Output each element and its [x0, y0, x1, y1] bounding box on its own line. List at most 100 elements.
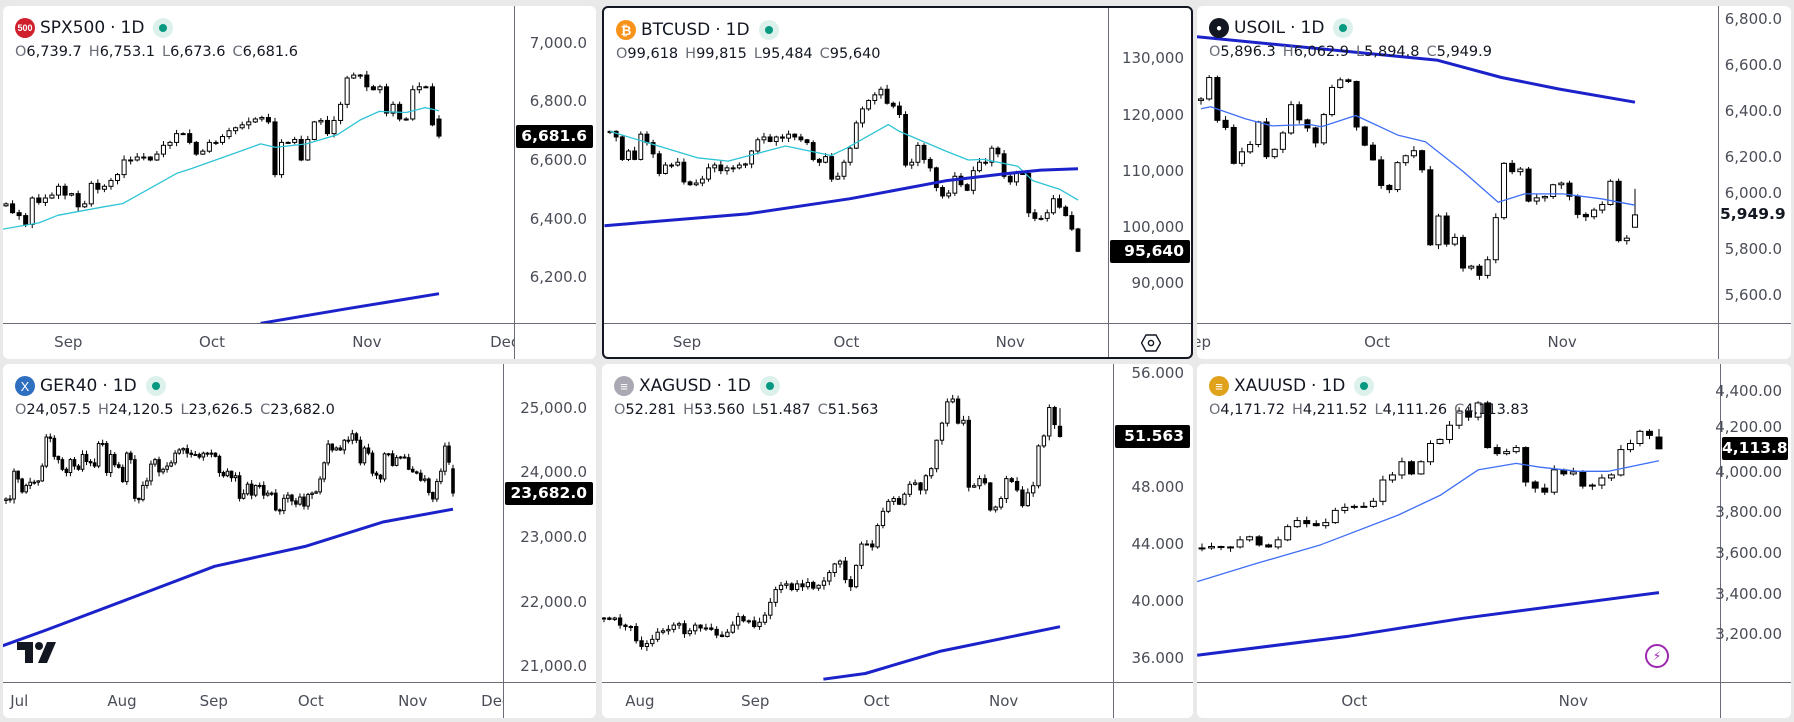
- candle: [292, 136, 298, 145]
- candle: [160, 141, 166, 158]
- chart-panel-btcusd[interactable]: ₿ BTCUSD · 1D O99,618 H99,815 L95,484 C95,640 13…: [602, 6, 1193, 359]
- candle: [200, 149, 206, 155]
- price-chart-plot[interactable]: [3, 364, 503, 682]
- candle-body: [891, 498, 896, 502]
- legend-title-row[interactable]: ≡ XAUUSD · 1D: [1209, 375, 1536, 397]
- time-axis[interactable]: Jul Aug Sep Oct Nov Dec: [3, 682, 596, 718]
- candle: [1345, 78, 1352, 84]
- candle-body: [189, 452, 194, 455]
- tradingview-logo-icon[interactable]: [17, 642, 57, 668]
- candle: [261, 481, 266, 500]
- legend-title-row[interactable]: ≡ XAGUSD · 1D: [614, 375, 886, 397]
- gold-bars-icon: ≡: [1209, 376, 1229, 396]
- price-chart-plot[interactable]: [602, 364, 1113, 682]
- market-status-badge[interactable]: [759, 376, 780, 396]
- candle-body: [1525, 168, 1532, 202]
- candle: [1443, 212, 1450, 247]
- legend-title-row[interactable]: 500 SPX500 · 1D: [15, 17, 305, 39]
- candle: [141, 153, 147, 161]
- candle: [1331, 507, 1339, 524]
- oil-drop-icon: ●: [1209, 18, 1229, 38]
- candle-body: [318, 119, 324, 123]
- price-chart-plot[interactable]: [3, 6, 514, 323]
- candle: [921, 143, 927, 164]
- candle: [1531, 480, 1539, 493]
- market-status-badge[interactable]: [1333, 18, 1354, 38]
- chart-panel-xagusd[interactable]: ≡ XAGUSD · 1D O52.281 H53.560 L51.487 C51.563 56…: [602, 364, 1193, 718]
- price-chart-plot[interactable]: [1197, 364, 1720, 682]
- spx500-logo-icon: 500: [15, 18, 35, 38]
- candle-body: [666, 628, 671, 632]
- market-status-badge[interactable]: [1354, 376, 1375, 396]
- candle: [213, 140, 219, 146]
- chart-panel-spx500[interactable]: 500 SPX500 · 1D O6,739.7 H6,753.1 L6,673.6 C6,6…: [3, 6, 596, 359]
- candle-body: [274, 492, 278, 511]
- candle-body: [32, 481, 36, 484]
- time-axis[interactable]: Sep Oct Nov: [1197, 323, 1791, 359]
- candle: [282, 494, 286, 515]
- price-chart-plot[interactable]: [1197, 6, 1718, 323]
- interval: 1D: [112, 376, 137, 396]
- candle-body: [1031, 485, 1036, 494]
- symbol-title[interactable]: SPX500 · 1D: [40, 18, 144, 38]
- market-status-badge[interactable]: [145, 376, 166, 396]
- candle: [226, 127, 232, 140]
- chart-panel-ger40[interactable]: X GER40 · 1D O24,057.5 H24,120.5 L23,626.5 C23,…: [3, 364, 596, 718]
- price-axis[interactable]: 130,000 120,000 110,000 100,000 90,000 95,640: [1108, 8, 1191, 323]
- candle: [1408, 460, 1415, 476]
- candle-body: [1227, 546, 1235, 549]
- price-tick-label: 6,200.0: [1724, 148, 1782, 167]
- legend-title-row[interactable]: X GER40 · 1D: [15, 375, 342, 397]
- chart-panel-xauusd[interactable]: ≡ XAUUSD · 1D O4,171.72 H4,211.52 L4,111.26 C4,…: [1197, 364, 1791, 718]
- chart-settings-button[interactable]: [1140, 332, 1162, 354]
- symbol-title[interactable]: BTCUSD · 1D: [641, 20, 750, 40]
- price-axis[interactable]: 56.000 48.000 44.000 40.000 36.000 51.563: [1113, 364, 1193, 682]
- time-tick-label: Aug: [107, 692, 137, 710]
- candle: [137, 497, 141, 504]
- candle: [169, 460, 173, 468]
- market-open-dot-icon: [1360, 382, 1369, 390]
- time-axis[interactable]: Oct Nov: [1197, 682, 1791, 718]
- candle-body: [306, 493, 310, 507]
- time-axis[interactable]: Sep Oct Nov Dec: [3, 323, 596, 359]
- candle-body: [1050, 198, 1056, 214]
- market-status-badge[interactable]: [758, 20, 779, 40]
- candle: [410, 466, 415, 473]
- candle-body: [108, 179, 114, 187]
- candle-body: [141, 484, 145, 501]
- symbol-title[interactable]: USOIL · 1D: [1234, 18, 1324, 38]
- candle: [623, 623, 628, 631]
- candle: [145, 477, 149, 489]
- lightning-alert-button[interactable]: ⚡: [1645, 644, 1669, 668]
- candle-body: [663, 164, 668, 174]
- symbol-title[interactable]: XAGUSD · 1D: [639, 376, 751, 396]
- candle-body: [1047, 407, 1052, 437]
- price-axis[interactable]: 25,000.0 24,000.0 23,000.0 22,000.0 21,000.0…: [503, 364, 596, 682]
- candle: [666, 625, 671, 635]
- candle-body: [934, 439, 939, 470]
- symbol-title[interactable]: XAUUSD · 1D: [1234, 376, 1345, 396]
- time-axis[interactable]: Sep Oct Nov: [604, 323, 1191, 357]
- candle: [712, 162, 718, 173]
- candle-body: [1247, 143, 1254, 153]
- symbol-title[interactable]: GER40 · 1D: [40, 376, 137, 396]
- candle: [1533, 194, 1540, 205]
- time-axis[interactable]: Aug Sep Oct Nov: [602, 682, 1193, 718]
- price-chart-plot[interactable]: [604, 8, 1108, 323]
- candle: [60, 457, 65, 472]
- ohlc-key: L: [753, 46, 762, 62]
- ohlc-key: H: [88, 44, 100, 60]
- price-axis[interactable]: 4,400.00 4,200.00 4,000.00 3,800.00 3,600.00…: [1715, 364, 1791, 682]
- candle: [1599, 201, 1606, 214]
- candle-body: [1312, 523, 1320, 527]
- candle-body: [82, 203, 88, 208]
- market-status-badge[interactable]: [153, 18, 174, 38]
- chart-panel-usoil[interactable]: ● USOIL · 1D O5,896.3 H6,062.9 L5,894.8 C5,949.…: [1197, 6, 1791, 359]
- price-axis[interactable]: 6,800.0 6,600.0 6,400.0 6,200.0 6,000.0 5,800…: [1718, 6, 1791, 323]
- price-axis[interactable]: 7,000.0 6,800.0 6,600.0 6,400.0 6,200.0 6,681…: [514, 6, 596, 323]
- candle: [859, 541, 864, 570]
- legend-title-row[interactable]: ● USOIL · 1D: [1209, 17, 1499, 39]
- legend-title-row[interactable]: ₿ BTCUSD · 1D: [616, 19, 888, 41]
- candle-body: [1410, 150, 1417, 157]
- candle: [934, 439, 939, 473]
